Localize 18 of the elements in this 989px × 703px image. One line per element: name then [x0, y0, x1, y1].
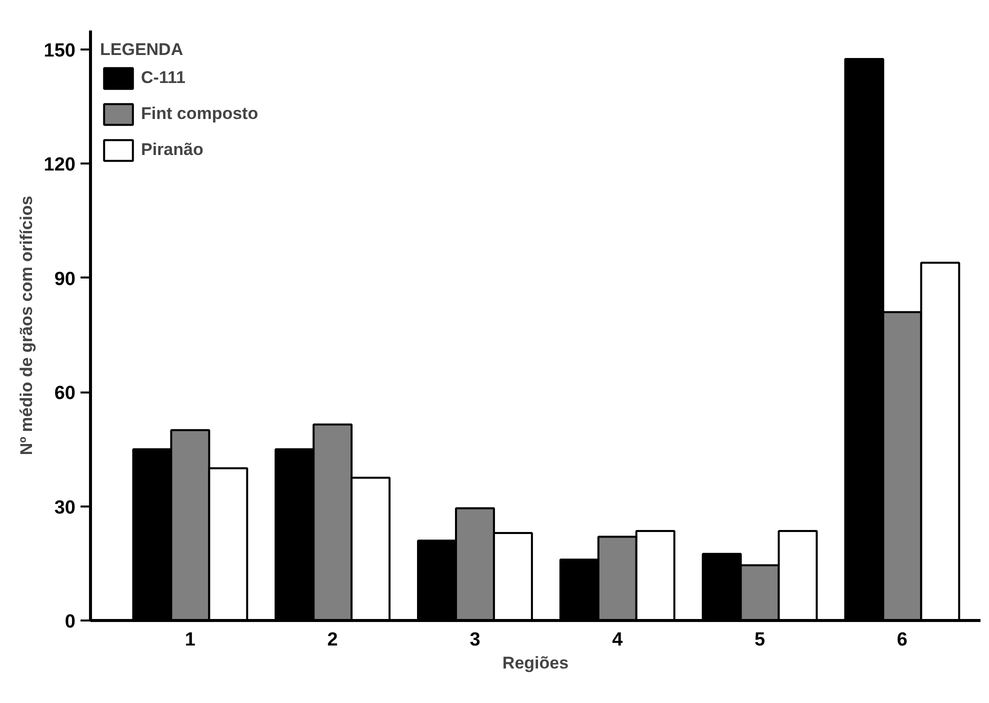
y-tick-label: 30 — [54, 497, 76, 518]
x-tick-label: 1 — [184, 630, 196, 650]
y-tick-label: 0 — [64, 612, 76, 632]
x-tick-label: 2 — [327, 630, 338, 650]
y-tick-label: 90 — [54, 268, 76, 290]
x-tick-label: 6 — [896, 630, 908, 650]
y-tick-label: 120 — [44, 154, 76, 176]
x-tick-label: 3 — [470, 630, 480, 650]
legend-label: Fint composto — [141, 104, 258, 124]
legend-title: LEGENDA — [100, 40, 184, 60]
x-tick-label: 4 — [612, 630, 624, 650]
y-tick-label: 60 — [54, 383, 76, 404]
legend-label: C-111 — [141, 68, 186, 88]
y-tick-label: 150 — [44, 40, 76, 62]
x-axis-title: Regiões — [502, 654, 569, 672]
y-axis-title: Nº médio de grãos com orifícios — [16, 196, 36, 456]
x-tick-label: 5 — [754, 630, 766, 650]
legend-label: Piranão — [141, 140, 204, 160]
